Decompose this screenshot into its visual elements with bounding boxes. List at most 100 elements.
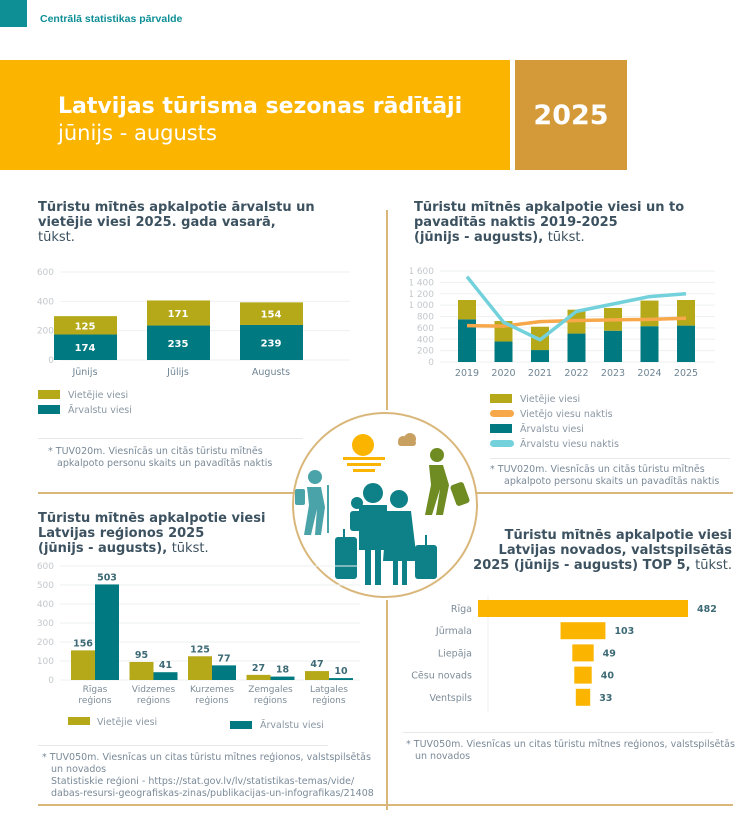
bar-top5 (478, 600, 688, 617)
data-label: 49 (603, 648, 616, 659)
divider-vertical (386, 210, 388, 410)
y-tick-label: 0 (48, 356, 54, 366)
line-foreign-nights (465, 275, 687, 342)
bar-local (240, 302, 303, 325)
y-tick-label: 0 (48, 676, 54, 686)
x-tick-label: Jūlijs (166, 367, 189, 378)
divider-horizontal (38, 492, 330, 494)
legend-label: Vietējo viesu naktis (520, 409, 613, 420)
category-label: Jūrmala (435, 626, 472, 637)
legend-label: Ārvalstu viesu naktis (520, 439, 619, 450)
x-tick-label: Jūnijs (71, 367, 97, 378)
bar-foreign (212, 665, 236, 680)
year-badge: 2025 (515, 60, 627, 170)
chart-monthly: 0 200 400 600 174 125 Jūnijs 235 171 Jūlijs 239 154… (37, 268, 350, 416)
data-label: 171 (168, 309, 189, 320)
x-tick-label: 2019 (455, 368, 479, 379)
legend-label: Vietējie viesi (97, 717, 157, 728)
traveler-icon (425, 448, 470, 515)
data-label: 33 (599, 693, 612, 704)
legend-swatch (38, 390, 60, 399)
data-label: 125 (190, 644, 210, 655)
data-label: 156 (73, 638, 93, 649)
x-tick-label: 2023 (601, 368, 625, 379)
bar-foreign (95, 584, 119, 680)
bar-local (677, 300, 695, 326)
family-icon (335, 483, 437, 585)
x-tick-label: reģions (195, 696, 228, 706)
legend-label: Vietējie viesi (68, 390, 128, 401)
category-label: Ventspils (429, 693, 472, 704)
bar-local (640, 300, 659, 327)
chart1-note: * TUV020m. Viesnīcās un citās tūristu mī… (48, 446, 273, 469)
bar-local (54, 316, 117, 335)
y-tick-label: 200 (417, 347, 434, 357)
y-tick-label: 400 (37, 297, 54, 307)
bar-top5 (572, 644, 594, 662)
data-label: 40 (601, 671, 615, 682)
data-label: 235 (168, 339, 189, 350)
category-label: Rīga (451, 604, 472, 615)
legend-swatch (490, 394, 512, 403)
y-tick-label: 600 (417, 324, 434, 334)
page-title: Latvijas tūrisma sezonas rādītāji (58, 94, 463, 119)
bar-foreign (147, 325, 210, 360)
bar-local (188, 656, 212, 680)
x-tick-label: Kurzemes (190, 685, 234, 695)
line-local-nights (466, 316, 687, 328)
bar-foreign (604, 330, 622, 362)
bar-foreign (240, 324, 303, 360)
x-tick-label: Rīgas (83, 685, 108, 695)
legend-swatch (490, 440, 514, 447)
y-tick-label: 400 (37, 600, 54, 610)
divider-bottom (38, 804, 733, 806)
category-label: Liepāja (438, 648, 472, 659)
bar-foreign (329, 678, 353, 680)
divider-vertical (386, 600, 388, 810)
hiker-icon (295, 470, 329, 535)
data-label: 503 (97, 572, 117, 583)
bar-local (305, 671, 329, 680)
x-tick-label: Latgales (310, 685, 348, 695)
x-tick-label: reģions (312, 696, 345, 706)
cloud-icon (398, 433, 416, 446)
x-tick-label: 2022 (564, 368, 588, 379)
divider (403, 732, 713, 733)
bar-local (129, 661, 154, 680)
x-tick-label: 2021 (528, 368, 552, 379)
y-tick-label: 300 (37, 619, 54, 629)
category-label: Cēsu novads (411, 671, 472, 682)
bar-local (458, 300, 476, 320)
x-tick-label: 2024 (637, 368, 661, 379)
x-tick-label: 2025 (674, 368, 698, 379)
x-tick-label: reģions (137, 696, 170, 706)
data-label: 95 (135, 650, 148, 661)
bar-local (147, 300, 210, 326)
bar-top5 (575, 688, 591, 706)
bar-top5 (574, 666, 592, 684)
bar-local (246, 674, 271, 680)
chart2-note: * TUV020m. Viesnīcās un citās tūristu mī… (490, 464, 720, 487)
bar-foreign (494, 341, 513, 362)
y-tick-label: 200 (37, 638, 54, 648)
legend-swatch (68, 717, 90, 725)
chart4-title: Tūristu mītnēs apkalpotie viesi Latvijas … (473, 528, 732, 573)
chart4-note: * TUV050m. Viesnīcas un citas tūristu mī… (406, 739, 735, 762)
data-label: 77 (217, 653, 230, 664)
y-tick-label: 600 (37, 562, 54, 572)
x-tick-label: reģions (78, 696, 111, 706)
legend-swatch (38, 405, 60, 414)
y-tick-label: 800 (417, 313, 434, 323)
logo-square (0, 0, 27, 27)
chart-top5: Rīga 482 Jūrmala 103 Liepāja 49 Cēsu novads 40 V… (411, 595, 717, 712)
chart1-title: Tūristu mītnēs apkalpotie ārvalstu un vi… (38, 200, 315, 245)
x-tick-label: Zemgales (248, 685, 293, 695)
y-tick-label: 400 (417, 335, 434, 345)
x-tick-label: 2020 (491, 368, 515, 379)
divider (490, 458, 730, 459)
bar-foreign (531, 350, 549, 362)
data-label: 47 (310, 659, 323, 670)
data-label: 41 (159, 660, 172, 671)
bar-top5 (560, 622, 606, 640)
